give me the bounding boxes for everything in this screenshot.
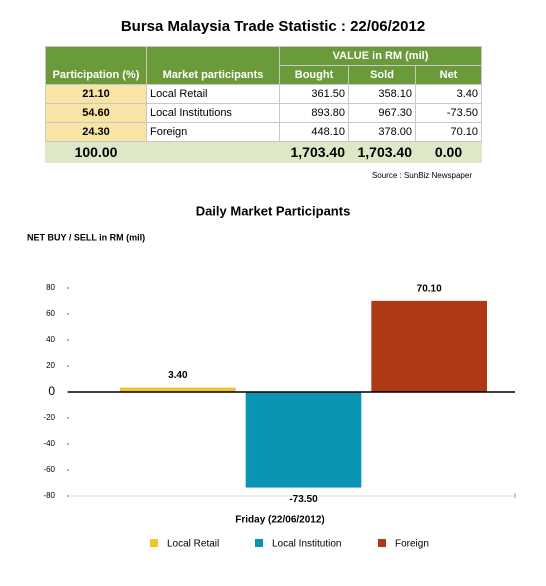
table-cell: Foreign [146, 122, 280, 142]
table-cell: Local Retail [146, 84, 280, 104]
total-cell: 100.00 [45, 141, 147, 163]
bar [371, 300, 487, 392]
table-row: 54.60 Local Institutions 893.80 967.30 -73.5… [45, 103, 482, 123]
total-cell [146, 141, 280, 163]
page-title: Bursa Malaysia Trade Statistic : 22/06/2… [120, 18, 426, 35]
value-label: 70.10 [417, 284, 442, 295]
source-note: Source : SunBiz Newspaper [371, 171, 472, 180]
y-tick-label: 80 [46, 283, 55, 292]
header-cell: Participation (%) [45, 46, 147, 85]
x-axis-label: Friday (22/06/2012) [235, 515, 325, 526]
table-cell: 54.60 [45, 103, 147, 123]
y-tick-label: 60 [46, 309, 55, 318]
legend-label: Local Retail [167, 539, 219, 550]
header-cell: Net [415, 65, 482, 85]
y-tick-label: -80 [43, 491, 55, 500]
table-row: 21.10 Local Retail 361.50 358.10 3.40 [45, 84, 482, 104]
header-cell: Market participants [146, 46, 280, 85]
total-cell: 1,703.40 [279, 141, 349, 163]
table-cell: 378.00 [348, 122, 416, 142]
total-cell: 1,703.40 [348, 141, 416, 163]
table-cell: 358.10 [348, 84, 416, 104]
y-tick-label: 20 [46, 361, 55, 370]
legend-label: Local Institution [272, 539, 342, 550]
table-cell: 3.40 [415, 84, 482, 104]
legend-swatch [255, 539, 263, 547]
y-tick-label: -20 [43, 413, 55, 422]
table-cell: Local Institutions [146, 103, 280, 123]
chart: Daily Market Participants NET BUY / SELL… [27, 203, 516, 550]
y-tick-label: -60 [43, 465, 55, 474]
table-row: 24.30 Foreign 448.10 378.00 70.10 [45, 122, 482, 142]
y-tick-label: 0 [48, 384, 55, 398]
table-cell: 893.80 [279, 103, 349, 123]
legend-swatch [378, 539, 386, 547]
table-body: 21.10 Local Retail 361.50 358.10 3.40 54.60 Lo… [45, 84, 482, 142]
legend-swatch [150, 539, 158, 547]
table-cell: 361.50 [279, 84, 349, 104]
y-tick-label: -40 [43, 439, 55, 448]
legend-label: Foreign [395, 539, 429, 550]
header-cell: Sold [348, 65, 416, 85]
header-cell: VALUE in RM (mil) [279, 46, 482, 66]
table-cell: -73.50 [415, 103, 482, 123]
trade-table: Participation (%) Market participants VA… [45, 46, 482, 163]
total-cell: 0.00 [415, 141, 482, 163]
bar [245, 392, 362, 488]
table-cell: 70.10 [415, 122, 482, 142]
table-cell: 24.30 [45, 122, 147, 142]
table-cell: 21.10 [45, 84, 147, 104]
table-cell: 448.10 [279, 122, 349, 142]
value-label: -73.50 [289, 494, 318, 505]
chart-title: Daily Market Participants [196, 203, 351, 218]
bar [120, 387, 236, 392]
table-cell: 967.30 [348, 103, 416, 123]
header-cell: Bought [279, 65, 349, 85]
value-label: 3.40 [168, 370, 188, 381]
y-axis-label: NET BUY / SELL in RM (mil) [27, 232, 145, 242]
y-tick-label: 40 [46, 335, 55, 344]
